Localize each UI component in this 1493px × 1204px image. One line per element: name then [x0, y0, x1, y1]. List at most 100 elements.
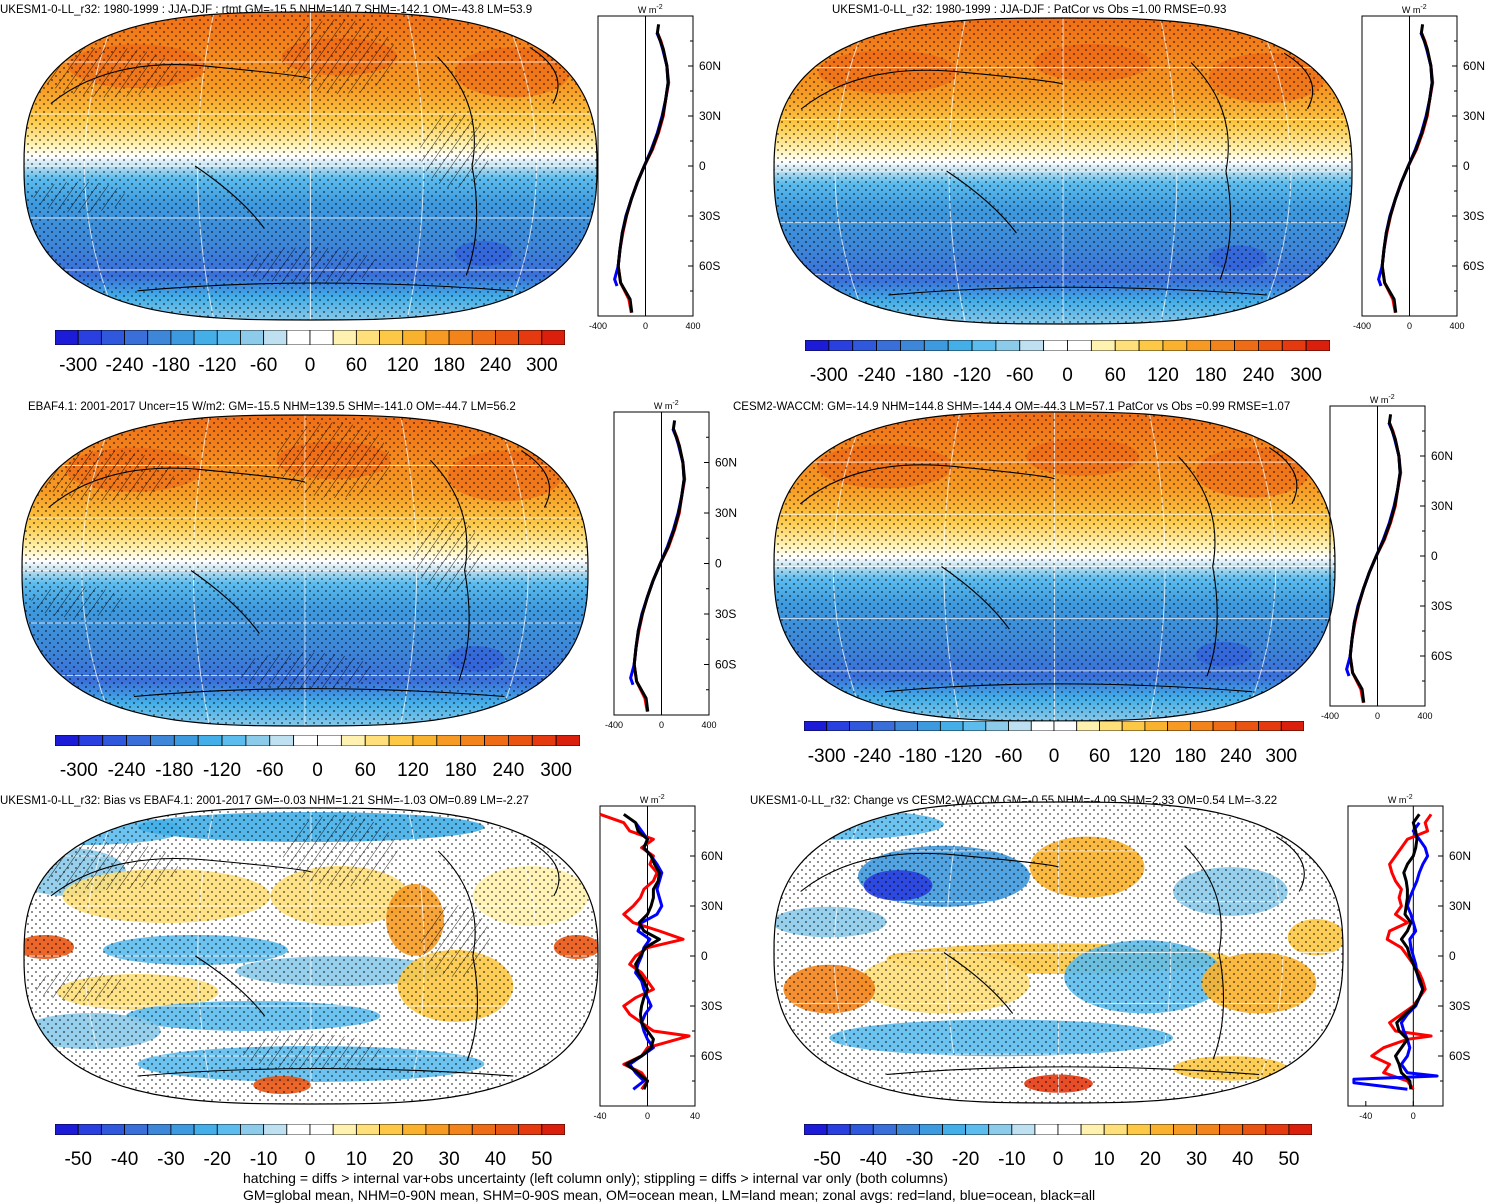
- colorbar-tick-label: -180: [905, 365, 944, 386]
- zonal-ocean-line: [629, 428, 686, 686]
- zonal-y-tick-label: 30N: [1463, 109, 1485, 123]
- colorbar-tick-label: 300: [1265, 746, 1298, 767]
- panel-title-4: CESM2-WACCM: GM=-14.9 NHM=144.8 SHM=-144…: [733, 401, 1291, 413]
- colorbar-swatch: [1121, 721, 1146, 731]
- colorbar-tick-label: 120: [1147, 365, 1179, 386]
- colorbar-tick-label: 180: [1174, 746, 1207, 767]
- colorbar-tick-label: 240: [479, 355, 512, 376]
- colorbar-swatch: [379, 330, 404, 345]
- colorbar-swatch: [309, 330, 334, 345]
- colorbar-swatch: [263, 1124, 288, 1135]
- colorbar-tick-label: -50: [813, 1149, 841, 1170]
- colorbar-swatch: [1114, 340, 1140, 351]
- colorbar-swatch: [965, 1124, 990, 1135]
- zonal-unit-label: W m-2: [1370, 394, 1395, 405]
- zonal-x-tick-label: 0: [1375, 711, 1380, 721]
- colorbar-tick-label: -300: [59, 760, 98, 781]
- zonal-y-tick-label: 0: [699, 159, 706, 173]
- colorbar-swatch: [412, 735, 438, 746]
- colorbar-tick-label: 0: [312, 760, 323, 781]
- colorbar-tick-label: 120: [1129, 746, 1161, 767]
- colorbar-swatch: [1234, 340, 1259, 351]
- zonal-y-tick-label: 0: [1449, 949, 1456, 963]
- colorbar-swatch: [102, 735, 127, 746]
- colorbar-tick-label: 60: [1088, 746, 1111, 767]
- colorbar-swatch: [193, 330, 218, 345]
- map-2: [773, 17, 1353, 325]
- zonal-y-tick-label: 30S: [715, 607, 736, 621]
- colorbar-swatch: [1053, 721, 1078, 731]
- zonal-all-line: [1348, 414, 1402, 703]
- colorbar-swatch: [1149, 1124, 1174, 1135]
- colorbar-swatch: [876, 340, 901, 351]
- colorbar-tick-label: -60: [1006, 365, 1034, 386]
- colorbar-swatch: [173, 735, 199, 746]
- colorbar-tick-label: 0: [1052, 1149, 1064, 1170]
- colorbar-1: [55, 330, 565, 345]
- colorbar-swatch: [460, 735, 485, 746]
- zonal-y-tick-label: 0: [1431, 549, 1438, 563]
- colorbar-swatch: [100, 330, 125, 345]
- colorbar-swatch: [1138, 340, 1164, 351]
- zonal-x-tick-label: 0: [1411, 1111, 1416, 1121]
- zonal-frame: [1347, 805, 1444, 1107]
- zonal-x-tick-label: 0: [1407, 321, 1412, 331]
- colorbar-swatch: [531, 735, 557, 746]
- colorbar-tick-label: -240: [107, 760, 146, 781]
- colorbar-swatch: [1019, 340, 1045, 351]
- colorbar-swatch: [985, 721, 1009, 731]
- colorbar-swatch: [1196, 1124, 1221, 1135]
- colorbar-swatch: [919, 1124, 943, 1135]
- zonal-x-tick-label: -400: [1353, 321, 1371, 331]
- colorbar-swatch: [147, 1124, 172, 1135]
- panel-title-2: UKESM1-0-LL_r32: 1980-1999 : JJA-DJF : P…: [832, 4, 1227, 16]
- colorbar-swatch: [1265, 1124, 1290, 1135]
- zonal-unit-label: W m-2: [638, 4, 663, 15]
- colorbar-tick-label: 240: [1242, 365, 1275, 386]
- colorbar-swatch: [448, 330, 473, 345]
- zonal-x-tick-label: 400: [1449, 321, 1464, 331]
- colorbar-tick-label: -30: [157, 1149, 185, 1170]
- colorbar-3: [55, 735, 580, 746]
- colorbar-tick-label: 180: [444, 760, 477, 781]
- panel-title-1: UKESM1-0-LL_r32: 1980-1999 : JJA-DJF : r…: [0, 4, 533, 16]
- colorbar-swatch: [77, 1124, 102, 1135]
- colorbar-swatch: [804, 721, 828, 731]
- zonal-y-tick-label: 60N: [1463, 59, 1485, 73]
- zonal-y-tick-label: 60S: [701, 1049, 722, 1063]
- colorbar-5: [55, 1124, 565, 1135]
- colorbar-swatch: [364, 735, 390, 746]
- colorbar-swatch: [240, 1124, 265, 1135]
- footer-line-1: hatching = diffs > internal var+obs unce…: [243, 1170, 948, 1186]
- zonal-y-tick-label: 30N: [701, 899, 723, 913]
- colorbar-tick-label: -240: [853, 746, 892, 767]
- colorbar-tick-label: 20: [392, 1149, 414, 1170]
- colorbar-swatch: [355, 1124, 380, 1135]
- colorbar-tick-label: -180: [151, 355, 190, 376]
- zonal-x-tick-label: 0: [645, 1111, 650, 1121]
- zonal-land-line: [616, 32, 671, 313]
- map-3: [21, 414, 589, 727]
- colorbar-tick-label: 180: [1194, 365, 1227, 386]
- colorbar-swatch: [436, 735, 462, 746]
- zonal-x-tick-label: -400: [605, 720, 623, 730]
- colorbar-swatch: [518, 1124, 543, 1135]
- zonal-x-tick-label: -400: [1321, 711, 1339, 721]
- colorbar-tick-label: 10: [1093, 1149, 1115, 1170]
- zonal-mean-plot-2: W m-2 -400 0 400 60N 30N 0 30S 60S: [1353, 4, 1485, 331]
- colorbar-swatch: [1281, 340, 1307, 351]
- zonal-x-tick-label: 0: [643, 321, 648, 331]
- colorbar-tick-label: -120: [944, 746, 983, 767]
- footer-line-2: GM=global mean, NHM=0-90N mean, SHM=0-90…: [243, 1187, 1096, 1203]
- zonal-x-tick-label: 0: [659, 720, 664, 730]
- colorbar-swatch: [332, 1124, 357, 1135]
- colorbar-swatch: [1212, 721, 1237, 731]
- zonal-y-tick-label: 30N: [715, 506, 737, 520]
- colorbar-swatch: [1258, 340, 1283, 351]
- colorbar-swatch: [895, 1124, 920, 1135]
- colorbar-swatch: [1162, 340, 1188, 351]
- colorbar-swatch: [77, 330, 102, 345]
- colorbar-tick-label: -40: [110, 1149, 139, 1170]
- colorbar-swatch: [1099, 721, 1123, 731]
- colorbar-swatch: [1057, 1124, 1082, 1135]
